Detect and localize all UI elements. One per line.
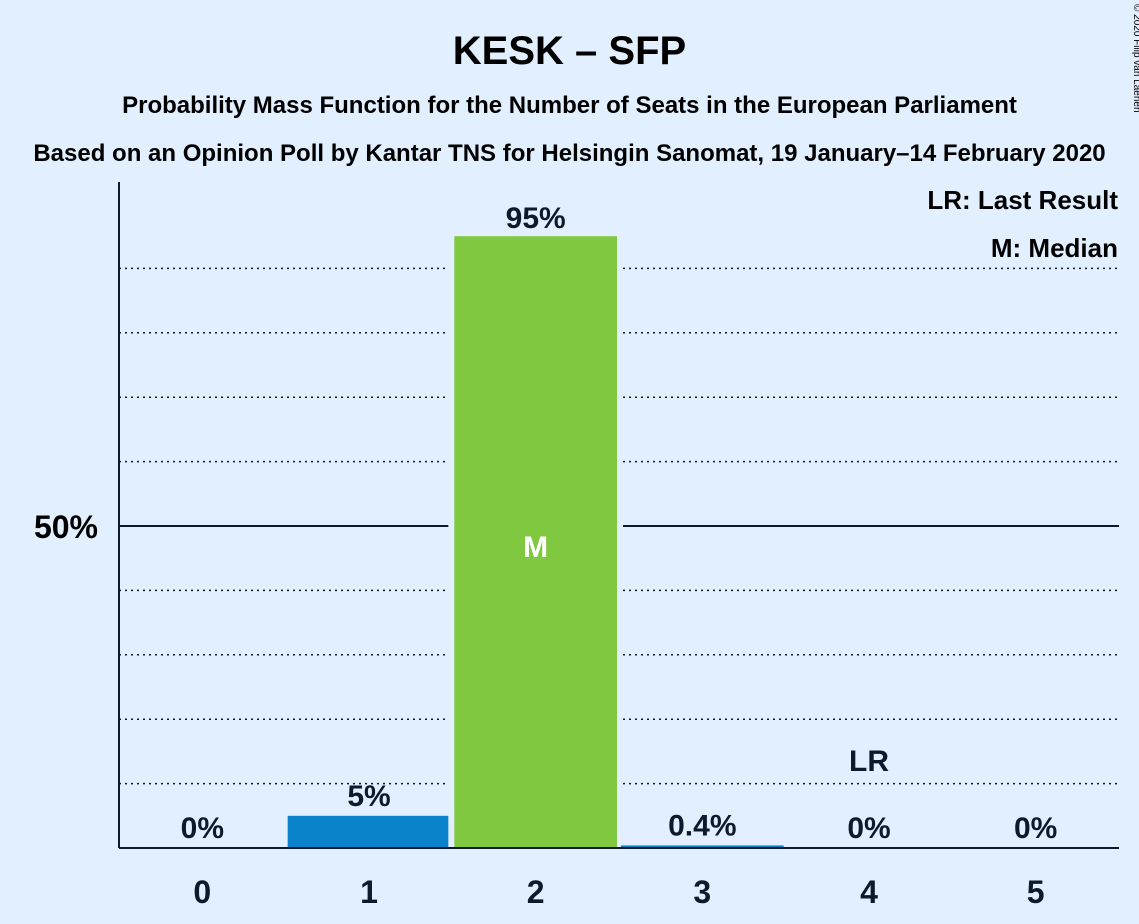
bars-group xyxy=(287,234,784,848)
chart-title: KESK – SFP xyxy=(453,29,686,73)
bar-1 xyxy=(287,815,451,848)
x-tick-label-3: 3 xyxy=(693,874,711,910)
median-marker: M xyxy=(523,531,548,564)
x-tick-label-1: 1 xyxy=(360,874,378,910)
value-label-2: 95% xyxy=(506,202,566,235)
value-label-3: 0.4% xyxy=(668,809,736,842)
bar-2 xyxy=(454,236,617,848)
legend-median: M: Median xyxy=(991,233,1118,263)
x-tick-label-5: 5 xyxy=(1027,874,1045,910)
x-tick-label-0: 0 xyxy=(193,874,211,910)
value-label-0: 0% xyxy=(181,812,224,845)
bar-3 xyxy=(621,845,784,848)
legend-last-result: LR: Last Result xyxy=(927,185,1118,215)
x-tick-labels: 0 1 2 3 4 5 xyxy=(193,874,1044,910)
copyright-note: © 2020 Filip van Laenen xyxy=(1131,4,1139,113)
y-tick-label-50: 50% xyxy=(34,509,98,545)
chart-subtitle: Probability Mass Function for the Number… xyxy=(122,92,1017,119)
x-tick-label-4: 4 xyxy=(860,874,878,910)
last-result-marker: LR xyxy=(849,745,889,778)
chart-source-line: Based on an Opinion Poll by Kantar TNS f… xyxy=(33,140,1105,167)
value-label-5: 0% xyxy=(1014,812,1057,845)
x-tick-label-2: 2 xyxy=(527,874,545,910)
value-label-4: 0% xyxy=(847,812,890,845)
value-labels: 0% 5% 95% M 0.4% 0% LR 0% xyxy=(181,202,1058,845)
value-label-1: 5% xyxy=(347,780,390,813)
